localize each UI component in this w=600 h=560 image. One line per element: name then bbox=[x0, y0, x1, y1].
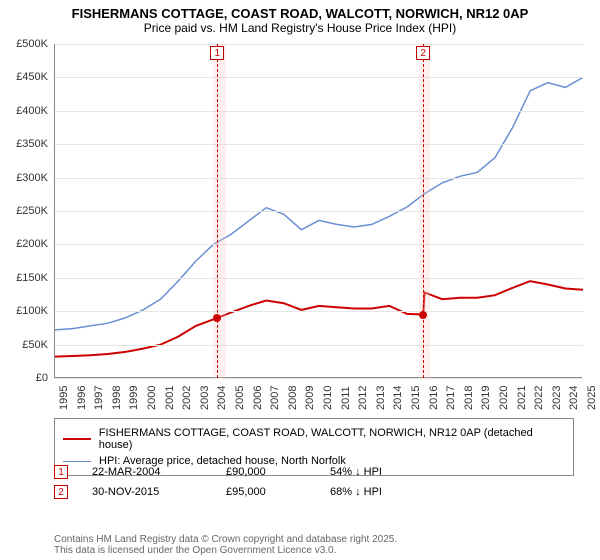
reference-band bbox=[213, 44, 225, 378]
event-row: 1 22-MAR-2004 £90,000 54% ↓ HPI bbox=[54, 462, 574, 482]
x-tick-label: 1999 bbox=[128, 386, 140, 410]
x-tick-label: 2003 bbox=[199, 386, 211, 410]
x-tick-label: 2017 bbox=[445, 386, 457, 410]
x-tick-label: 2014 bbox=[392, 386, 404, 410]
y-tick-label: £400K bbox=[10, 105, 48, 117]
reference-line bbox=[423, 44, 424, 378]
chart-title-line2: Price paid vs. HM Land Registry's House … bbox=[0, 21, 600, 39]
x-tick-label: 1997 bbox=[93, 386, 105, 410]
event-row: 2 30-NOV-2015 £95,000 68% ↓ HPI bbox=[54, 482, 574, 502]
event-marker-box: 1 bbox=[54, 465, 68, 479]
y-gridline bbox=[55, 211, 583, 212]
y-tick-label: £50K bbox=[10, 339, 48, 351]
y-tick-label: £200K bbox=[10, 238, 48, 250]
y-tick-label: £100K bbox=[10, 305, 48, 317]
y-tick-label: £450K bbox=[10, 71, 48, 83]
y-gridline bbox=[55, 44, 583, 45]
legend-label: FISHERMANS COTTAGE, COAST ROAD, WALCOTT,… bbox=[99, 427, 565, 451]
x-tick-label: 2022 bbox=[533, 386, 545, 410]
x-tick-label: 2013 bbox=[375, 386, 387, 410]
x-tick-label: 2008 bbox=[287, 386, 299, 410]
x-tick-label: 2005 bbox=[234, 386, 246, 410]
y-tick-label: £250K bbox=[10, 205, 48, 217]
x-tick-label: 2010 bbox=[322, 386, 334, 410]
y-gridline bbox=[55, 244, 583, 245]
y-gridline bbox=[55, 278, 583, 279]
legend-swatch bbox=[63, 438, 91, 440]
x-tick-label: 2015 bbox=[410, 386, 422, 410]
footer-line1: Contains HM Land Registry data © Crown c… bbox=[54, 534, 574, 545]
x-tick-label: 2016 bbox=[428, 386, 440, 410]
x-tick-label: 2007 bbox=[269, 386, 281, 410]
chart-title-line1: FISHERMANS COTTAGE, COAST ROAD, WALCOTT,… bbox=[0, 0, 600, 21]
y-gridline bbox=[55, 345, 583, 346]
y-tick-label: £300K bbox=[10, 172, 48, 184]
reference-marker-box: 2 bbox=[416, 46, 430, 60]
y-gridline bbox=[55, 311, 583, 312]
event-date: 30-NOV-2015 bbox=[92, 486, 202, 498]
x-tick-label: 2012 bbox=[357, 386, 369, 410]
y-tick-label: £150K bbox=[10, 272, 48, 284]
series-marker bbox=[419, 311, 427, 319]
y-gridline bbox=[55, 378, 583, 379]
y-gridline bbox=[55, 111, 583, 112]
x-tick-label: 2020 bbox=[498, 386, 510, 410]
reference-line bbox=[217, 44, 218, 378]
chart-container: 12 £0£50K£100K£150K£200K£250K£300K£350K£… bbox=[10, 44, 590, 424]
event-delta: 68% ↓ HPI bbox=[330, 486, 420, 498]
x-tick-label: 2018 bbox=[463, 386, 475, 410]
reference-marker-box: 1 bbox=[210, 46, 224, 60]
x-tick-label: 2024 bbox=[568, 386, 580, 410]
x-tick-label: 2006 bbox=[252, 386, 264, 410]
y-tick-label: £500K bbox=[10, 38, 48, 50]
reference-band bbox=[419, 44, 430, 378]
x-tick-label: 2000 bbox=[146, 386, 158, 410]
x-tick-label: 2021 bbox=[516, 386, 528, 410]
x-tick-label: 1996 bbox=[76, 386, 88, 410]
x-tick-label: 1998 bbox=[111, 386, 123, 410]
x-tick-label: 2002 bbox=[181, 386, 193, 410]
y-gridline bbox=[55, 77, 583, 78]
x-tick-label: 2011 bbox=[340, 386, 352, 410]
sale-events-table: 1 22-MAR-2004 £90,000 54% ↓ HPI 2 30-NOV-2015… bbox=[54, 462, 574, 502]
event-price: £95,000 bbox=[226, 486, 306, 498]
x-tick-label: 2023 bbox=[551, 386, 563, 410]
event-price: £90,000 bbox=[226, 466, 306, 478]
x-tick-label: 2019 bbox=[480, 386, 492, 410]
x-tick-label: 2001 bbox=[164, 386, 176, 410]
y-tick-label: £0 bbox=[10, 372, 48, 384]
event-marker-box: 2 bbox=[54, 485, 68, 499]
x-tick-label: 2009 bbox=[304, 386, 316, 410]
x-tick-label: 1995 bbox=[58, 386, 70, 410]
footer-note: Contains HM Land Registry data © Crown c… bbox=[54, 534, 574, 556]
y-gridline bbox=[55, 144, 583, 145]
legend-item: FISHERMANS COTTAGE, COAST ROAD, WALCOTT,… bbox=[63, 425, 565, 453]
x-tick-label: 2004 bbox=[216, 386, 228, 410]
series-marker bbox=[213, 314, 221, 322]
plot-area: 12 bbox=[54, 44, 582, 378]
x-tick-label: 2025 bbox=[586, 386, 598, 410]
event-delta: 54% ↓ HPI bbox=[330, 466, 420, 478]
y-gridline bbox=[55, 178, 583, 179]
event-date: 22-MAR-2004 bbox=[92, 466, 202, 478]
footer-line2: This data is licensed under the Open Gov… bbox=[54, 545, 574, 556]
y-tick-label: £350K bbox=[10, 138, 48, 150]
